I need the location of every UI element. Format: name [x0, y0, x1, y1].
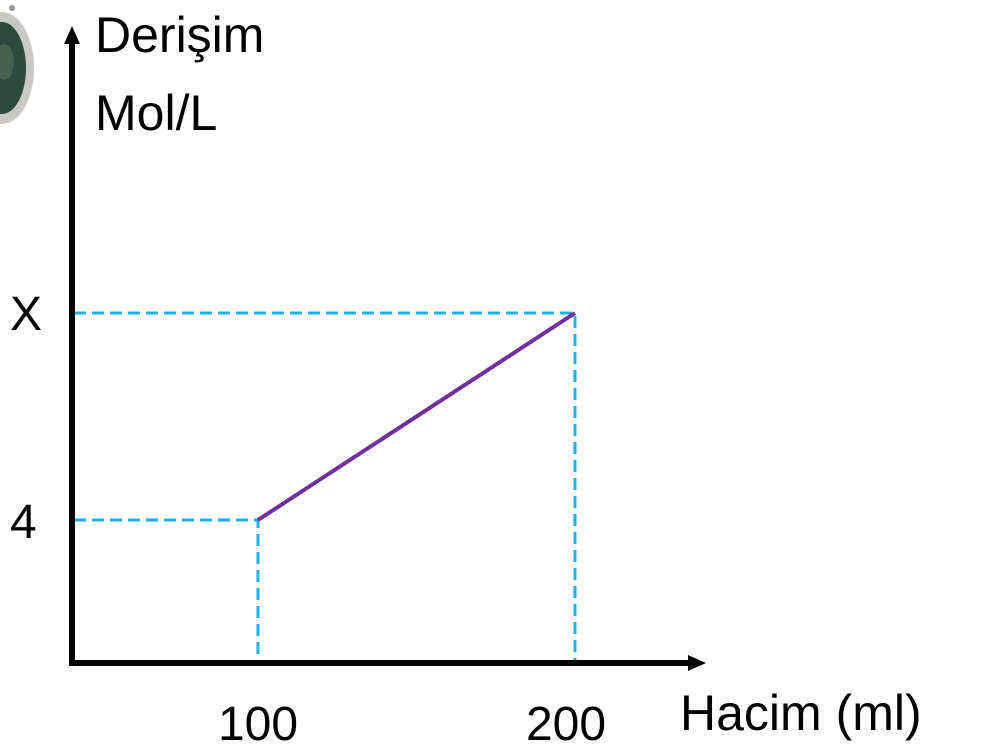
guide-line — [74, 518, 260, 663]
x-tick-label: 100 — [218, 698, 298, 749]
y-tick-label: 4 — [10, 496, 37, 549]
concentration-line — [256, 311, 577, 522]
y-tick-label: X — [10, 288, 42, 341]
y-axis-arrow — [64, 26, 80, 44]
x-axis-arrow — [688, 655, 706, 671]
x-tick-label: 200 — [526, 698, 606, 749]
x-axis-label: Hacim (ml) — [680, 685, 922, 741]
y-axis-unit: Mol/L — [95, 85, 217, 141]
guide-line — [74, 311, 577, 663]
y-axis-label: Derişim — [95, 7, 264, 63]
decor-image — [0, 5, 34, 124]
